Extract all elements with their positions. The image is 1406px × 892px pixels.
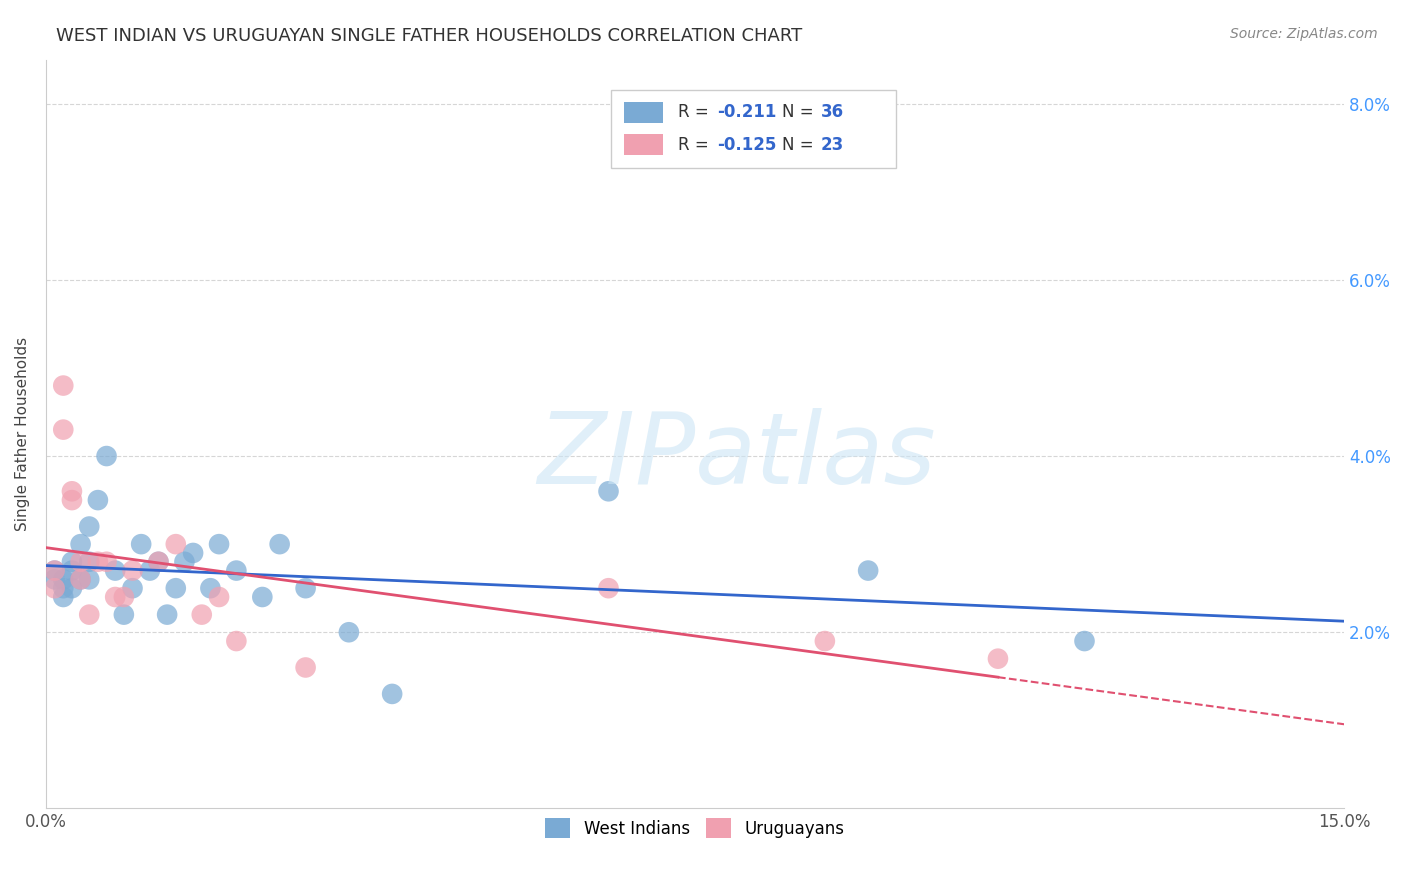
Point bbox=[60, 564, 83, 578]
Point bbox=[96, 555, 118, 569]
Point bbox=[121, 564, 143, 578]
Point bbox=[69, 573, 91, 587]
FancyBboxPatch shape bbox=[610, 89, 896, 169]
Point bbox=[77, 519, 100, 533]
Point bbox=[225, 634, 247, 648]
Point bbox=[60, 484, 83, 499]
FancyBboxPatch shape bbox=[624, 102, 662, 122]
Point bbox=[598, 581, 620, 595]
Text: R =: R = bbox=[678, 103, 714, 121]
Text: Source: ZipAtlas.com: Source: ZipAtlas.com bbox=[1230, 27, 1378, 41]
Point bbox=[381, 687, 404, 701]
Point bbox=[44, 573, 66, 587]
Point bbox=[856, 564, 879, 578]
Point bbox=[69, 573, 91, 587]
Y-axis label: Single Father Households: Single Father Households bbox=[15, 337, 30, 531]
Text: 36: 36 bbox=[821, 103, 844, 121]
Point bbox=[121, 581, 143, 595]
Point bbox=[337, 625, 360, 640]
Legend: West Indians, Uruguayans: West Indians, Uruguayans bbox=[538, 812, 852, 845]
Point bbox=[156, 607, 179, 622]
Point bbox=[60, 581, 83, 595]
Text: WEST INDIAN VS URUGUAYAN SINGLE FATHER HOUSEHOLDS CORRELATION CHART: WEST INDIAN VS URUGUAYAN SINGLE FATHER H… bbox=[56, 27, 803, 45]
Point bbox=[44, 564, 66, 578]
Point bbox=[44, 564, 66, 578]
Point bbox=[69, 537, 91, 551]
Point bbox=[52, 581, 75, 595]
Point bbox=[208, 590, 231, 604]
Point bbox=[200, 581, 222, 595]
Point bbox=[77, 607, 100, 622]
FancyBboxPatch shape bbox=[624, 135, 662, 155]
Text: -0.211: -0.211 bbox=[717, 103, 776, 121]
Point bbox=[87, 555, 110, 569]
Point bbox=[269, 537, 291, 551]
Point bbox=[1073, 634, 1095, 648]
Point bbox=[148, 555, 170, 569]
Point bbox=[104, 564, 127, 578]
Point bbox=[112, 607, 135, 622]
Point bbox=[139, 564, 162, 578]
Point bbox=[60, 493, 83, 508]
Point bbox=[77, 573, 100, 587]
Text: ZIP: ZIP bbox=[537, 408, 695, 505]
Point bbox=[52, 590, 75, 604]
Text: N =: N = bbox=[782, 103, 818, 121]
Point bbox=[52, 573, 75, 587]
Point bbox=[87, 493, 110, 508]
Point bbox=[225, 564, 247, 578]
Point bbox=[294, 581, 316, 595]
Point bbox=[190, 607, 212, 622]
Point bbox=[52, 423, 75, 437]
Point bbox=[60, 555, 83, 569]
Point bbox=[129, 537, 152, 551]
Point bbox=[181, 546, 204, 560]
Point bbox=[598, 484, 620, 499]
Point bbox=[96, 449, 118, 463]
Point bbox=[208, 537, 231, 551]
Point bbox=[165, 537, 187, 551]
Point bbox=[165, 581, 187, 595]
Point bbox=[44, 581, 66, 595]
Point bbox=[112, 590, 135, 604]
Text: N =: N = bbox=[782, 136, 818, 154]
Point bbox=[173, 555, 195, 569]
Text: -0.125: -0.125 bbox=[717, 136, 776, 154]
Point bbox=[104, 590, 127, 604]
Point bbox=[148, 555, 170, 569]
Point bbox=[814, 634, 837, 648]
Point bbox=[52, 378, 75, 392]
Text: atlas: atlas bbox=[695, 408, 936, 505]
Text: 23: 23 bbox=[821, 136, 844, 154]
Point bbox=[69, 555, 91, 569]
Point bbox=[987, 651, 1010, 665]
Point bbox=[252, 590, 274, 604]
Text: R =: R = bbox=[678, 136, 714, 154]
Point bbox=[77, 555, 100, 569]
Point bbox=[294, 660, 316, 674]
